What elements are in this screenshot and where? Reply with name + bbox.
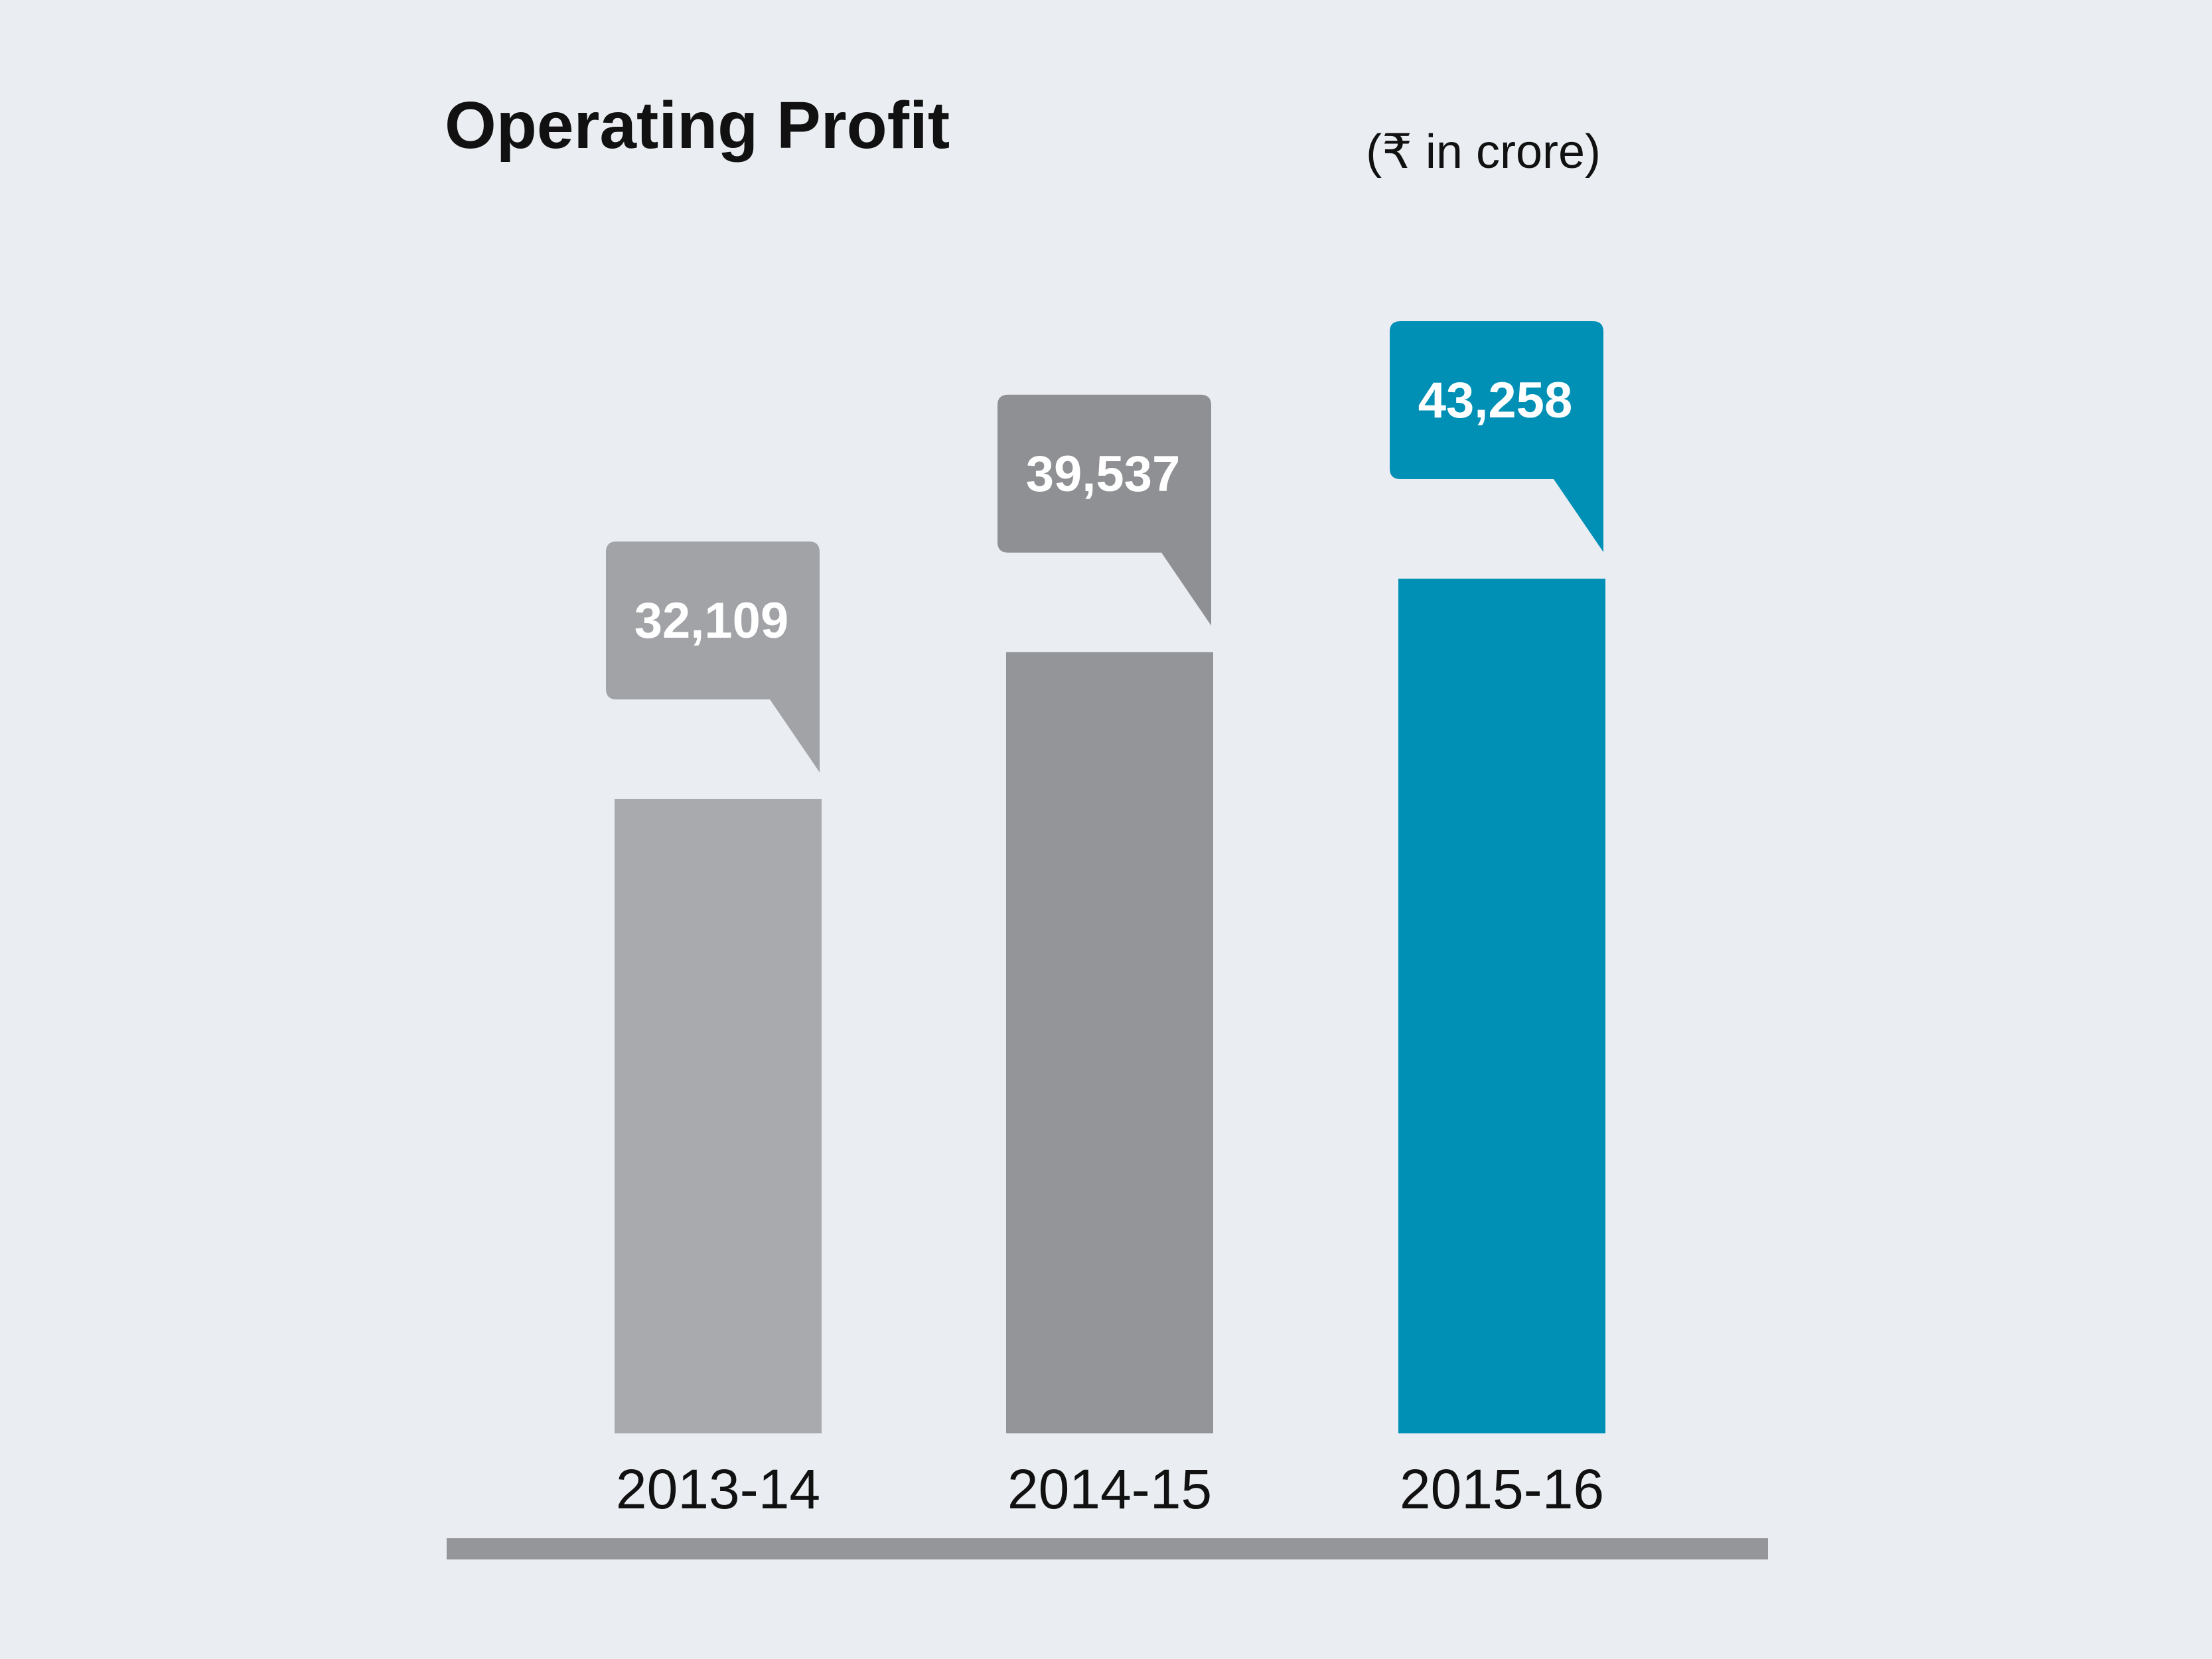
unit-label: (₹ in crore) [1366,125,1601,179]
tick-label-2014-15: 2014-15 [1007,1458,1212,1520]
tick-label-2015-16: 2015-16 [1400,1458,1604,1520]
value-callout-2014-15 [997,394,1211,626]
bar-2015-16 [1398,579,1605,1433]
value-callout-2013-14 [606,541,820,772]
bar-2014-15 [1006,652,1213,1433]
tick-label-2013-14: 2013-14 [616,1458,820,1520]
value-label-2014-15: 39,537 [1026,446,1180,502]
bar-2013-14 [615,798,822,1433]
value-label-2015-16: 43,258 [1418,372,1572,429]
value-label-2013-14: 32,109 [634,593,788,649]
chart-title: Operating Profit [445,88,950,163]
baseline [447,1538,1768,1559]
value-callout-2015-16 [1390,321,1603,552]
bars-layer: 32,109 2013-14 39,537 2014-15 43,258 2015-16 [606,321,1605,1520]
